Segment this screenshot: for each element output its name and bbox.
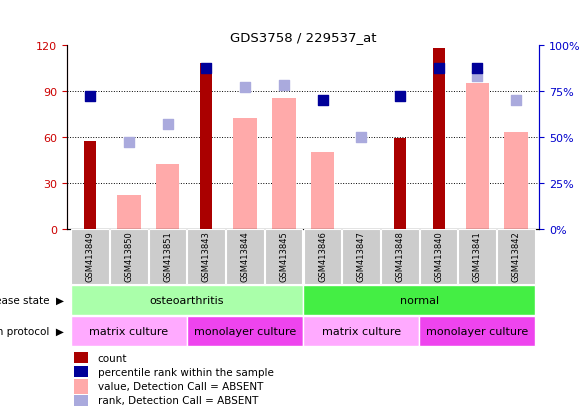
FancyBboxPatch shape [420,230,457,285]
Bar [303,317,419,346]
Text: monolayer culture: monolayer culture [194,326,296,337]
Text: GSM413840: GSM413840 [434,231,443,282]
FancyBboxPatch shape [497,230,535,285]
FancyBboxPatch shape [187,230,225,285]
Bar [504,133,528,229]
Bar [187,317,303,346]
Bar [311,153,334,229]
Bar [394,139,406,229]
Text: monolayer culture: monolayer culture [426,326,528,337]
Bar [466,84,489,229]
Bar [156,165,180,229]
Text: rank, Detection Call = ABSENT: rank, Detection Call = ABSENT [98,396,258,406]
Text: growth protocol  ▶: growth protocol ▶ [0,326,64,337]
Text: percentile rank within the sample: percentile rank within the sample [98,367,273,377]
Text: normal: normal [400,295,439,306]
FancyBboxPatch shape [265,230,303,285]
Point [395,94,405,100]
Text: matrix culture: matrix culture [89,326,168,337]
Point [202,66,211,73]
Text: count: count [98,353,127,363]
Point [511,97,521,104]
FancyBboxPatch shape [110,230,147,285]
Bar [233,119,257,229]
Bar [74,366,88,377]
FancyBboxPatch shape [304,230,341,285]
Text: GSM413846: GSM413846 [318,231,327,282]
Point [240,84,250,91]
FancyBboxPatch shape [71,230,109,285]
Point [318,97,327,104]
Text: GSM413849: GSM413849 [86,231,95,282]
Text: matrix culture: matrix culture [322,326,401,337]
Text: value, Detection Call = ABSENT: value, Detection Call = ABSENT [98,381,263,391]
Bar [85,142,96,229]
Bar [272,99,296,229]
Point [124,140,134,146]
Text: disease state  ▶: disease state ▶ [0,295,64,306]
FancyBboxPatch shape [342,230,380,285]
Bar [433,48,445,229]
Text: GSM413848: GSM413848 [395,231,405,282]
Text: GSM413850: GSM413850 [125,231,134,282]
Bar [201,64,212,229]
FancyBboxPatch shape [226,230,264,285]
Bar [303,286,535,316]
Bar [71,317,187,346]
Bar [74,379,88,394]
Bar [71,286,303,316]
Bar [419,317,535,346]
Point [434,66,443,73]
Bar [117,195,141,229]
Text: osteoarthritis: osteoarthritis [150,295,224,306]
FancyBboxPatch shape [381,230,419,285]
Point [473,66,482,73]
Title: GDS3758 / 229537_at: GDS3758 / 229537_at [230,31,377,44]
Text: GSM413843: GSM413843 [202,231,211,282]
Text: GSM413841: GSM413841 [473,231,482,282]
Point [279,83,289,89]
Point [163,121,173,128]
Text: GSM413851: GSM413851 [163,231,172,282]
Text: GSM413842: GSM413842 [511,231,521,282]
Text: GSM413844: GSM413844 [241,231,250,282]
Point [357,134,366,140]
Bar [74,395,88,406]
Point [473,74,482,80]
FancyBboxPatch shape [458,230,496,285]
Point [86,94,95,100]
FancyBboxPatch shape [149,230,186,285]
Text: GSM413845: GSM413845 [279,231,289,282]
Bar [74,353,88,363]
Text: GSM413847: GSM413847 [357,231,366,282]
